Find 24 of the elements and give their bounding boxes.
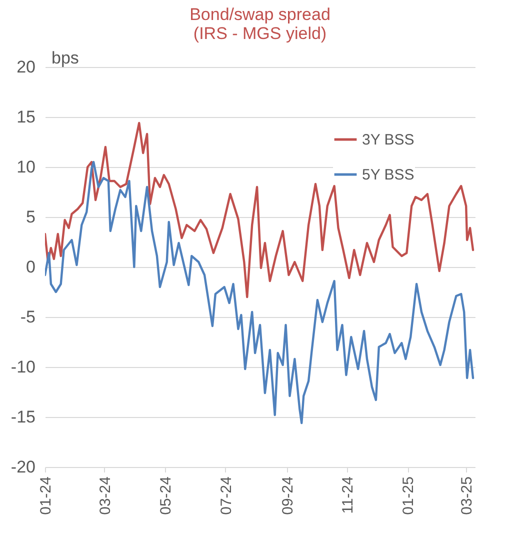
- y-tick-label: -5: [20, 308, 36, 326]
- legend-label: 5Y BSS: [362, 166, 414, 184]
- x-tick-label: 05-24: [157, 476, 174, 515]
- line-series: [45, 122, 474, 298]
- y-tick-label: -10: [10, 358, 36, 376]
- y-tick-label: -15: [10, 408, 36, 426]
- x-tick-label: 01-24: [38, 476, 54, 515]
- x-tick-label: 01-25: [400, 476, 418, 515]
- y-tick-label: 0: [26, 258, 36, 276]
- x-tick-label: 03-25: [458, 476, 476, 515]
- chart-subtitle: (IRS - MGS yield): [193, 24, 327, 43]
- x-tick-label: 03-24: [96, 476, 114, 515]
- y-tick-label: 10: [16, 158, 36, 176]
- y-tick-label: -20: [10, 458, 36, 476]
- x-tick-label: 09-24: [279, 476, 296, 515]
- y-tick-label: 5: [26, 208, 36, 226]
- chart-title: Bond/swap spread: [190, 5, 330, 24]
- x-tick-label: 07-24: [218, 476, 235, 515]
- x-tick-label: 11-24: [340, 476, 357, 514]
- y-tick-label: 15: [16, 108, 36, 126]
- y-axis-title: bps: [52, 48, 79, 68]
- legend-label: 3Y BSS: [362, 132, 414, 148]
- y-tick-label: 20: [16, 58, 36, 76]
- line-series: [45, 160, 474, 424]
